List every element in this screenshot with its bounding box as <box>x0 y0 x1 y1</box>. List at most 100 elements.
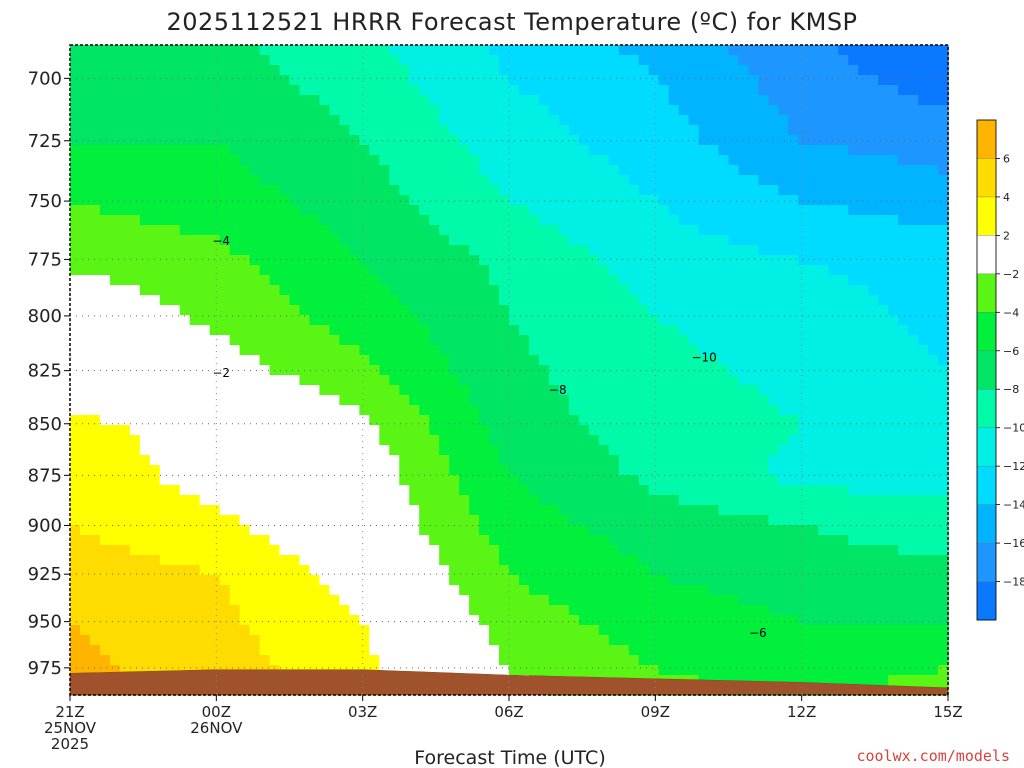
temperature-cell <box>788 435 800 446</box>
temperature-cell <box>538 85 550 96</box>
temperature-cell <box>628 535 640 546</box>
temperature-cell <box>359 525 371 536</box>
temperature-cell <box>459 175 470 186</box>
temperature-cell <box>598 165 610 176</box>
temperature-cell <box>309 655 321 666</box>
temperature-cell <box>79 575 91 586</box>
temperature-cell <box>309 145 321 156</box>
temperature-cell <box>469 365 480 376</box>
temperature-cell <box>638 625 650 636</box>
temperature-cell <box>79 655 91 666</box>
temperature-cell <box>588 335 600 346</box>
temperature-cell <box>479 455 490 466</box>
temperature-cell <box>518 445 530 456</box>
temperature-cell <box>668 645 680 656</box>
temperature-cell <box>548 215 560 226</box>
temperature-cell <box>728 455 740 466</box>
temperature-cell <box>528 555 540 566</box>
temperature-cell <box>479 225 490 236</box>
temperature-cell <box>698 605 710 616</box>
temperature-cell <box>139 305 151 316</box>
temperature-cell <box>788 525 800 536</box>
temperature-cell <box>209 355 221 366</box>
temperature-cell <box>618 235 630 246</box>
temperature-cell <box>259 645 271 656</box>
temperature-cell <box>688 505 700 516</box>
temperature-cell <box>359 585 371 596</box>
temperature-cell <box>429 295 440 306</box>
temperature-cell <box>778 315 790 326</box>
temperature-cell <box>379 585 390 596</box>
temperature-cell <box>778 545 790 556</box>
temperature-cell <box>149 485 161 496</box>
temperature-cell <box>578 125 590 136</box>
temperature-cell <box>608 595 620 606</box>
temperature-cell <box>199 635 211 646</box>
temperature-cell <box>159 215 171 226</box>
temperature-cell <box>818 655 829 666</box>
temperature-cell <box>349 345 361 356</box>
temperature-cell <box>409 495 420 506</box>
temperature-cell <box>648 55 660 66</box>
temperature-cell <box>429 245 440 256</box>
temperature-cell <box>518 235 530 246</box>
temperature-cell <box>588 95 600 106</box>
temperature-cell <box>489 525 500 536</box>
temperature-cell <box>259 565 271 576</box>
temperature-cell <box>189 395 201 406</box>
temperature-cell <box>359 405 371 416</box>
temperature-cell <box>708 525 720 536</box>
temperature-cell <box>608 85 620 96</box>
temperature-cell <box>419 205 430 216</box>
temperature-cell <box>678 585 690 596</box>
temperature-cell <box>698 325 710 336</box>
temperature-cell <box>518 435 530 446</box>
temperature-cell <box>429 465 440 476</box>
temperature-cell <box>738 495 750 506</box>
temperature-cell <box>279 435 291 446</box>
temperature-cell <box>558 465 570 476</box>
temperature-cell <box>788 465 800 476</box>
temperature-cell <box>259 635 271 646</box>
temperature-cell <box>409 445 420 456</box>
temperature-cell <box>538 315 550 326</box>
temperature-cell <box>259 185 271 196</box>
temperature-cell <box>249 365 261 376</box>
temperature-cell <box>748 495 760 506</box>
temperature-cell <box>479 525 490 536</box>
temperature-cell <box>159 115 171 126</box>
temperature-cell <box>259 205 271 216</box>
temperature-cell <box>70 255 81 266</box>
temperature-cell <box>648 515 660 526</box>
temperature-cell <box>289 295 301 306</box>
temperature-cell <box>309 645 321 656</box>
temperature-cell <box>349 655 361 666</box>
temperature-cell <box>718 525 730 536</box>
temperature-cell <box>538 665 550 676</box>
temperature-cell <box>139 425 151 436</box>
temperature-cell <box>419 585 430 596</box>
temperature-cell <box>798 415 810 426</box>
temperature-cell <box>668 535 680 546</box>
temperature-cell <box>768 345 780 356</box>
temperature-cell <box>828 75 839 86</box>
temperature-cell <box>359 195 371 206</box>
temperature-cell <box>289 415 301 426</box>
temperature-cell <box>469 375 480 386</box>
temperature-cell <box>708 65 720 76</box>
temperature-cell <box>648 425 660 436</box>
temperature-cell <box>339 305 351 316</box>
temperature-cell <box>748 585 760 596</box>
temperature-cell <box>728 485 740 496</box>
temperature-cell <box>279 555 291 566</box>
temperature-cell <box>409 225 420 236</box>
temperature-cell <box>189 65 201 76</box>
temperature-cell <box>379 625 390 636</box>
temperature-cell <box>618 665 630 676</box>
temperature-cell <box>119 665 131 676</box>
temperature-cell <box>738 85 750 96</box>
temperature-cell <box>518 585 530 596</box>
temperature-cell <box>469 645 480 656</box>
temperature-cell <box>359 85 371 96</box>
temperature-cell <box>419 495 430 506</box>
